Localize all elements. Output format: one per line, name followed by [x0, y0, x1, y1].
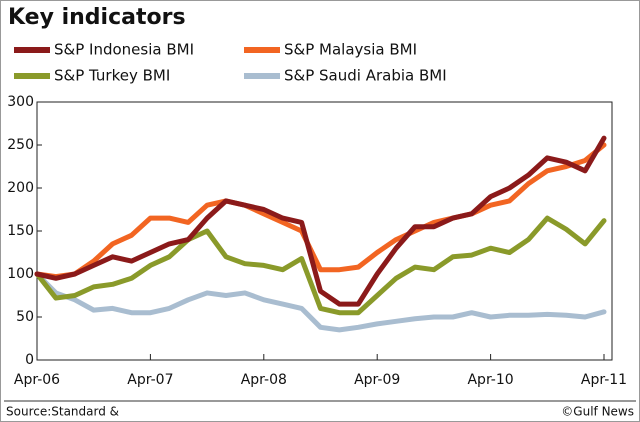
- credit: ©Gulf News: [561, 405, 634, 419]
- y-tick-label: 50: [16, 309, 34, 325]
- y-tick-label: 300: [7, 94, 34, 110]
- x-tick-label: Apr-10: [467, 372, 513, 388]
- legend-label: S&P Saudi Arabia BMI: [284, 67, 447, 85]
- legend-label: S&P Indonesia BMI: [54, 41, 194, 59]
- chart-title: Key indicators: [8, 5, 186, 30]
- x-tick-label: Apr-07: [127, 372, 173, 388]
- legend-label: S&P Turkey BMI: [54, 67, 170, 85]
- legend-label: S&P Malaysia BMI: [284, 41, 417, 59]
- series-line: [34, 135, 607, 307]
- source: Source:Standard &: [6, 405, 119, 419]
- y-tick-label: 150: [7, 223, 34, 239]
- y-tick-label: 250: [7, 137, 34, 153]
- series-line: [34, 215, 607, 316]
- x-tick-label: Apr-06: [14, 372, 60, 388]
- x-tick-label: Apr-09: [354, 372, 400, 388]
- series-line: [34, 142, 607, 280]
- y-tick-label: 0: [25, 352, 34, 368]
- x-tick-label: Apr-11: [581, 372, 627, 388]
- series-line: [34, 271, 607, 333]
- x-tick-label: Apr-08: [241, 372, 287, 388]
- y-tick-label: 100: [7, 266, 34, 282]
- plot-frame: [36, 101, 613, 361]
- y-tick-label: 200: [7, 180, 34, 196]
